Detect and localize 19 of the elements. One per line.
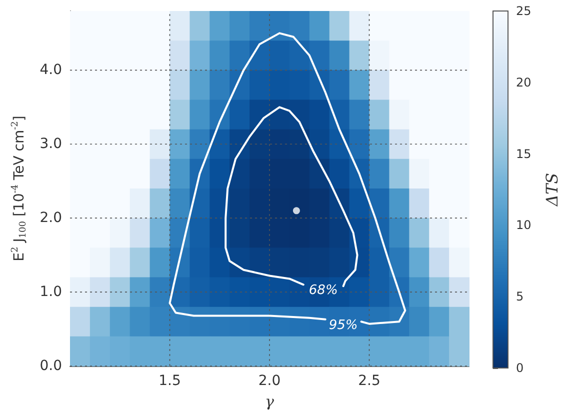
x-tick-label: 1.5	[158, 373, 181, 389]
x-axis-title: γ	[265, 392, 274, 410]
color-bar-label: 5	[516, 290, 524, 304]
x-tick-label: 2.5	[358, 373, 380, 389]
color-bar-label: 0	[516, 361, 524, 375]
x-tick-label: 2.0	[258, 373, 281, 389]
color-bar-label: 25	[516, 4, 532, 18]
y-tick-label: 2.0	[40, 210, 62, 226]
y-tick-label: 1.0	[40, 284, 62, 300]
y-tick-label: 4.0	[40, 62, 62, 78]
y-tick-label: 0.0	[40, 358, 62, 374]
color-bar-label: 10	[516, 218, 532, 232]
color-bar-title: ΔTS	[542, 172, 561, 208]
color-bar-label: 15	[516, 146, 532, 161]
y-tick-label: 3.0	[40, 136, 62, 152]
color-bar-label: 20	[516, 75, 532, 90]
annotation: 68%	[308, 282, 338, 298]
annotation: 95%	[328, 318, 358, 334]
text: E2 J100 [10-4 TeV cm-2]	[10, 116, 28, 262]
